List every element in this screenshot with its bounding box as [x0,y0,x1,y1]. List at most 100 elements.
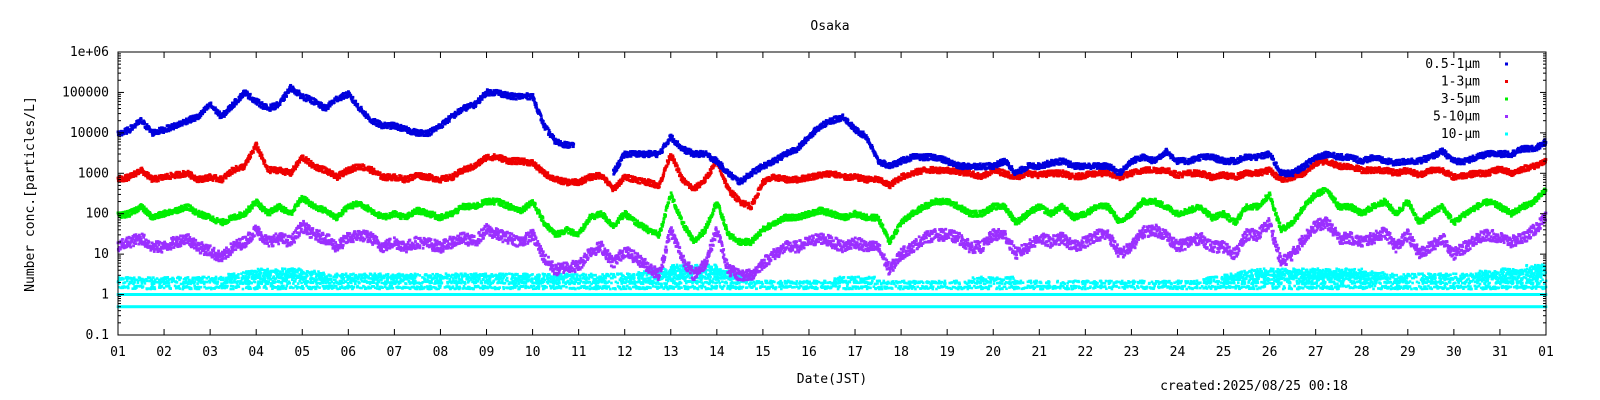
data-point [192,282,196,285]
data-point [408,287,412,291]
data-point [418,274,422,277]
data-point [282,277,286,281]
data-point [543,272,547,276]
data-point [188,280,191,283]
data-point [306,274,309,277]
data-point [277,272,280,276]
data-point [313,279,316,283]
data-point [258,286,261,289]
data-point [350,284,353,288]
data-point [415,281,419,285]
data-point [376,282,379,286]
data-point [344,285,348,289]
data-point [136,281,140,284]
data-point [297,267,301,271]
data-point [239,280,243,283]
data-point [553,277,556,280]
data-point [358,273,361,276]
data-point [179,276,182,280]
data-point [131,287,135,290]
data-point [276,269,280,273]
data-point [256,267,260,271]
data-point [271,287,274,290]
data-point [184,279,188,283]
data-point [210,277,214,280]
data-point [229,287,233,291]
data-point [295,274,298,277]
data-point [268,276,272,279]
data-point [311,271,314,274]
data-point [222,276,225,280]
data-point [258,274,262,278]
data-point [502,287,506,291]
data-point [398,281,402,284]
data-point [562,277,566,281]
data-point [232,287,235,291]
data-point [389,286,393,290]
data-point [378,275,381,279]
data-point [155,280,159,284]
data-point [325,278,329,281]
data-point [574,280,578,284]
data-point [391,286,395,290]
data-point [173,284,177,288]
data-point [274,277,278,280]
data-point [284,279,288,283]
data-point [132,277,136,281]
data-point [390,278,393,281]
data-point [328,281,332,285]
data-point [155,277,159,280]
data-point [292,270,295,273]
data-point [334,284,338,288]
data-point [259,271,263,275]
data-point [147,276,151,280]
data-point [265,287,268,290]
data-point [354,279,358,283]
data-point [328,286,332,289]
data-point [594,273,597,277]
data-point [307,285,310,289]
data-point [151,285,154,289]
data-point [164,280,167,284]
data-point [538,274,541,277]
data-point [179,282,183,286]
data-point [158,284,162,288]
data-point [522,285,525,288]
data-point [126,276,129,279]
data-point [185,281,189,284]
data-point [326,285,330,288]
data-point [260,268,264,271]
data-point [336,273,339,277]
data-point [273,277,276,281]
data-point [294,285,298,288]
data-point [153,278,157,282]
data-point [129,281,133,285]
data-point [266,267,269,271]
data-point [354,273,358,277]
data-point [289,275,292,279]
data-point [293,267,296,271]
data-point [531,277,534,281]
data-point [362,276,365,280]
data-point [297,274,300,278]
data-point [126,285,130,288]
data-point [249,287,252,290]
data-point [226,280,229,283]
data-point [266,274,270,278]
data-point [124,285,128,289]
data-point [372,281,376,284]
data-point [285,272,288,275]
data-point [132,282,135,286]
data-point [358,286,362,290]
data-point [410,273,414,277]
data-point [397,282,401,285]
data-point [298,279,301,283]
data-point [152,282,156,286]
data-point [281,269,285,273]
data-point [369,273,373,276]
data-point [318,286,321,289]
data-point [278,276,281,280]
data-point [369,277,372,280]
data-point [363,285,366,289]
data-point [301,285,304,288]
